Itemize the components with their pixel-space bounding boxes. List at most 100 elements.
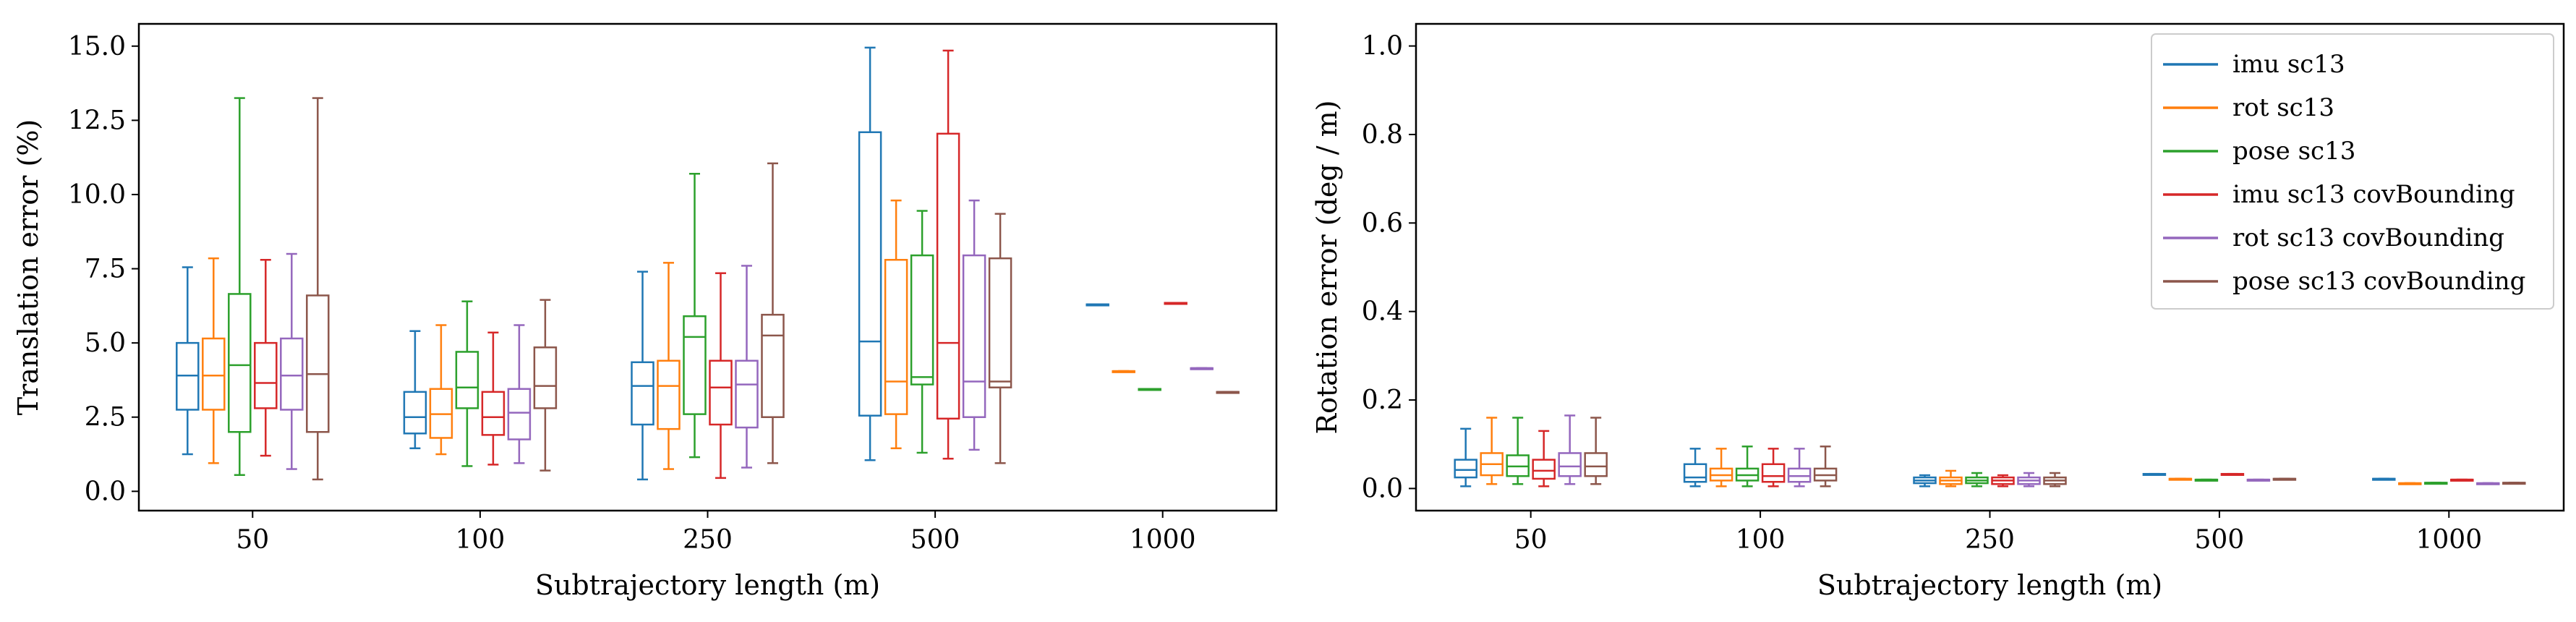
box-body xyxy=(735,359,759,429)
chart-0-ytick-label: 10.0 xyxy=(68,180,126,210)
chart-0-ytick-label: 2.5 xyxy=(85,403,126,433)
chart-1-box-imu-sc13-covBounding-250 xyxy=(1991,474,2015,487)
chart-1-ytick-label: 0.4 xyxy=(1362,297,1403,327)
box-body xyxy=(1584,452,1608,477)
box-body xyxy=(228,293,252,433)
chart-1-box-rot-sc13-500 xyxy=(2168,477,2193,481)
legend-label-rot-sc13-covBounding: rot sc13 covBounding xyxy=(2232,223,2504,252)
chart-1-box-imu-sc13-covBounding-1000 xyxy=(2450,478,2474,482)
chart-1-box-rot-sc13-50 xyxy=(1480,417,1504,485)
chart-1-box-imu-sc13-covBounding-500 xyxy=(2220,472,2245,476)
chart-1-ytick-label: 0.6 xyxy=(1362,208,1403,238)
chart-1-ytick-label: 0.0 xyxy=(1362,474,1403,503)
box-body xyxy=(936,132,960,420)
chart-1-box-rot-sc13-250 xyxy=(1939,469,1963,487)
chart-0-xtick-label: 1000 xyxy=(1130,525,1196,555)
chart-1-ytick-label: 1.0 xyxy=(1362,32,1403,61)
chart-0-box-imu-sc13-500 xyxy=(858,46,882,461)
chart-0-xtick-label: 250 xyxy=(683,525,733,555)
legend-frame xyxy=(2151,33,2554,310)
box-body xyxy=(631,361,654,426)
chart-0-box-pose-sc13-covBounding-100 xyxy=(533,299,558,472)
chart-1-box-pose-sc13-covBounding-100 xyxy=(1813,446,1838,487)
box-body xyxy=(1558,452,1582,477)
chart-0-ytick-label: 0.0 xyxy=(85,477,126,506)
chart-0-box-imu-sc13-covBounding-250 xyxy=(709,272,733,480)
chart-0-ytick-label: 5.0 xyxy=(85,328,126,358)
box-body xyxy=(1761,463,1786,483)
box-body xyxy=(858,131,882,417)
chart-1-x-axis-label: Subtrajectory length (m) xyxy=(1817,569,2162,601)
chart-1-y-axis-label: Rotation error (deg / m) xyxy=(1311,101,1343,435)
chart-0-ytick-label: 7.5 xyxy=(85,255,126,284)
box-body xyxy=(507,388,532,440)
chart-1-box-rot-sc13-covBounding-100 xyxy=(1787,448,1812,487)
chart-1-box-imu-sc13-50 xyxy=(1454,427,1477,487)
chart-0-box-imu-sc13-covBounding-500 xyxy=(936,49,960,460)
chart-1-box-rot-sc13-100 xyxy=(1709,448,1733,487)
chart-0-box-pose-sc13-covBounding-50 xyxy=(306,97,330,481)
box-body xyxy=(657,359,681,430)
chart-0-box-pose-sc13-covBounding-250 xyxy=(761,162,785,464)
box-body xyxy=(306,294,330,433)
box-body xyxy=(202,337,226,411)
legend-label-imu-sc13: imu sc13 xyxy=(2232,50,2345,79)
chart-0-box-rot-sc13-covBounding-250 xyxy=(735,265,759,469)
chart-1-box-imu-sc13-100 xyxy=(1683,448,1707,487)
chart-0-box-rot-sc13-50 xyxy=(202,257,226,464)
chart-1-ytick-label: 0.2 xyxy=(1362,385,1403,415)
chart-1-box-imu-sc13-250 xyxy=(1913,474,1937,487)
chart-1-xtick-label: 1000 xyxy=(2415,525,2482,555)
box-body xyxy=(254,341,278,409)
chart-1-box-rot-sc13-1000 xyxy=(2398,482,2422,485)
box-body xyxy=(1454,459,1477,479)
legend-label-pose-sc13: pose sc13 xyxy=(2232,137,2355,166)
box-body xyxy=(403,391,427,435)
chart-1-box-rot-sc13-covBounding-500 xyxy=(2246,478,2271,482)
chart-1-box-imu-sc13-500 xyxy=(2142,472,2167,476)
chart-0-box-rot-sc13-covBounding-100 xyxy=(507,324,532,464)
chart-0-box-pose-sc13-covBounding-1000 xyxy=(1216,391,1240,394)
chart-0-box-rot-sc13-covBounding-50 xyxy=(280,252,304,470)
chart-1-box-rot-sc13-covBounding-50 xyxy=(1558,414,1582,485)
chart-1-box-pose-sc13-covBounding-250 xyxy=(2043,472,2067,487)
chart-0-xtick-label: 500 xyxy=(910,525,960,555)
chart-1-box-pose-sc13-250 xyxy=(1965,472,1989,487)
chart-1-box-pose-sc13-100 xyxy=(1735,446,1760,487)
chart-0-box-imu-sc13-covBounding-100 xyxy=(481,331,506,466)
translation-error-panel: 0.0 2.5 5.0 7.5 10.0 12.5 15.0 50 100 250 500 1000 S… xyxy=(12,22,1278,601)
chart-0-box-rot-sc13-500 xyxy=(884,199,908,450)
chart-1-box-imu-sc13-covBounding-100 xyxy=(1761,448,1786,487)
chart-0-box-rot-sc13-covBounding-500 xyxy=(962,199,986,451)
chart-0-ytick-label: 15.0 xyxy=(68,32,126,61)
chart-0-box-pose-sc13-250 xyxy=(683,172,707,459)
box-body xyxy=(533,346,558,409)
chart-1-box-rot-sc13-covBounding-1000 xyxy=(2476,482,2500,485)
chart-1-xtick-label: 250 xyxy=(1965,525,2015,555)
box-body xyxy=(988,257,1012,388)
chart-1-box-pose-sc13-500 xyxy=(2194,478,2219,482)
chart-0-box-pose-sc13-500 xyxy=(910,210,934,454)
chart-1-box-pose-sc13-50 xyxy=(1506,417,1530,485)
chart-0-x-axis-label: Subtrajectory length (m) xyxy=(535,569,880,601)
chart-0-box-imu-sc13-100 xyxy=(403,330,427,450)
chart-1-box-imu-sc13-covBounding-50 xyxy=(1532,430,1556,487)
chart-1-box-pose-sc13-1000 xyxy=(2424,482,2448,485)
chart-1-box-pose-sc13-covBounding-500 xyxy=(2272,477,2297,481)
legend-label-imu-sc13-covBounding: imu sc13 covBounding xyxy=(2232,180,2515,209)
legend-label-pose-sc13-covBounding: pose sc13 covBounding xyxy=(2232,267,2525,296)
box-body xyxy=(709,359,733,426)
chart-0-box-rot-sc13-1000 xyxy=(1112,370,1135,373)
chart-0-box-imu-sc13-250 xyxy=(631,270,654,481)
chart-0-box-rot-sc13-covBounding-1000 xyxy=(1190,367,1214,370)
chart-0-box-pose-sc13-covBounding-500 xyxy=(988,213,1012,464)
box-body xyxy=(884,258,908,415)
rotation-error-panel: 0.0 0.2 0.4 0.6 0.8 1.0 50 100 250 500 1000 Subtraj… xyxy=(1311,22,2565,601)
chart-0-box-imu-sc13-50 xyxy=(176,266,200,456)
legend-label-rot-sc13: rot sc13 xyxy=(2232,93,2334,122)
chart-0-xtick-label: 100 xyxy=(456,525,506,555)
chart-0-box-rot-sc13-100 xyxy=(429,324,453,456)
box-body xyxy=(761,313,785,418)
chart-0-xtick-label: 50 xyxy=(236,525,269,555)
